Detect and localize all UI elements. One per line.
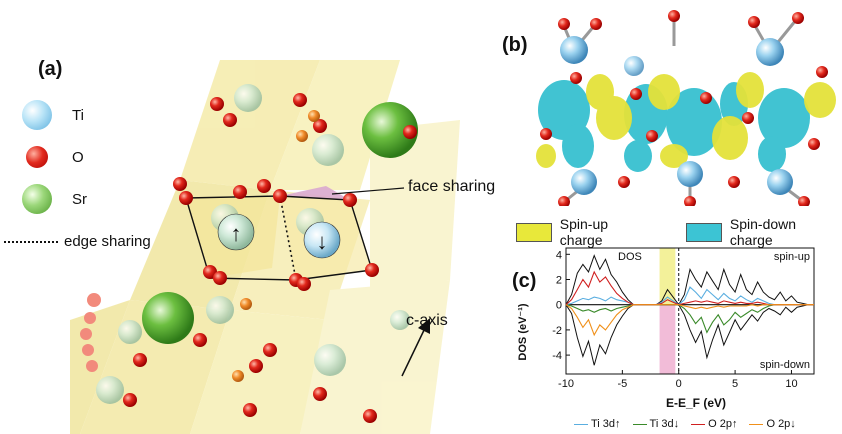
ti-atom-icon: [22, 100, 52, 130]
dos-y-axis-title: DOS (eV⁻¹): [517, 303, 529, 361]
dos-inset-label: DOS: [618, 251, 642, 263]
c-axis-label: c-axis: [406, 312, 448, 329]
legend-line-ti3d-up: [574, 423, 588, 425]
dos-legend: Ti 3d↑ Ti 3d↓ O 2p↑ O 2p↓: [574, 418, 796, 430]
dos-chart: -10 -5 0 5 10 4 2 0 -2 -4 DOS spin-up spin-down: [552, 247, 815, 390]
spin-up-label: spin-up: [774, 251, 810, 263]
legend-label-ti3d-up: Ti 3d↑: [591, 418, 621, 430]
spin-charge-density-image: [536, 10, 836, 206]
highlight-region-up: [659, 248, 676, 305]
sr-atom-icon: [22, 184, 52, 214]
c-axis-arrow-icon: [401, 318, 430, 377]
panel-a-legend: Ti O Sr: [22, 94, 87, 220]
x-tick-label: 10: [785, 378, 797, 390]
crystal-structure: ↑ ↓: [70, 60, 460, 434]
sr-atom: [142, 292, 194, 344]
y-tick-label: -4: [552, 350, 562, 362]
x-tick-label: -10: [558, 378, 574, 390]
plot-frame: [565, 247, 815, 375]
legend-label-o2p-up: O 2p↑: [708, 418, 738, 430]
legend-line-o2p-up: [691, 423, 706, 425]
legend-label-sr: Sr: [72, 190, 87, 208]
legend-line-o2p-down: [749, 423, 764, 425]
panel-b-legend: Spin-up charge Spin-down charge: [516, 216, 842, 248]
spin-up-arrow-icon: ↑: [231, 221, 242, 246]
x-tick-label: 0: [676, 378, 682, 390]
x-tick-label: -5: [617, 378, 627, 390]
legend-label-ti: Ti: [72, 106, 84, 124]
spin-up-swatch: [516, 222, 552, 242]
series-line-3: [565, 304, 814, 337]
sr-atom: [362, 102, 418, 158]
highlight-region-down: [659, 304, 676, 374]
total-dos-up-line: [565, 254, 814, 306]
face-sharing-pointer: [331, 187, 405, 195]
edge-sharing-label: edge sharing: [64, 233, 151, 250]
face-sharing-label: face sharing: [408, 178, 496, 195]
legend-line-ti3d-down: [632, 423, 647, 425]
face-sharing-dimer: ↑ ↓: [185, 186, 373, 281]
panel-b-label: (b): [502, 34, 528, 56]
edge-sharing-legend: edge sharing: [4, 233, 151, 250]
legend-item-o: O: [22, 136, 87, 178]
legend-label-ti3d-down: Ti 3d↓: [649, 418, 680, 430]
dos-x-axis-title: E-E_F (eV): [666, 396, 727, 410]
spin-down-label: spin-down: [760, 359, 810, 371]
legend-item-sr: Sr: [22, 178, 87, 220]
panel-c-label: (c): [512, 270, 537, 292]
spin-down-swatch: [686, 222, 722, 242]
spin-down-charge-label: Spin-down charge: [729, 216, 797, 248]
dotted-line-icon: [4, 240, 58, 243]
y-tick-label: 4: [556, 249, 562, 261]
o-atoms: [80, 93, 417, 423]
spin-down-arrow-icon: ↓: [317, 229, 328, 254]
panel-a-label: (a): [38, 58, 63, 80]
ti-atom-spin-up: [217, 213, 255, 251]
o-atom-icon: [26, 146, 48, 168]
ti-atom-spin-down: [303, 221, 341, 259]
y-tick-label: -2: [552, 325, 562, 337]
y-tick-label: 0: [556, 300, 562, 312]
legend-label-o: O: [72, 148, 84, 166]
spin-up-charge-label: Spin-up charge: [559, 216, 609, 248]
y-tick-label: 2: [556, 275, 562, 287]
total-dos-down-line: [565, 304, 814, 366]
x-tick-label: 5: [732, 378, 738, 390]
background-ti-atoms: [96, 84, 410, 404]
legend-label-o2p-down: O 2p↓: [766, 418, 796, 430]
legend-item-ti: Ti: [22, 94, 87, 136]
